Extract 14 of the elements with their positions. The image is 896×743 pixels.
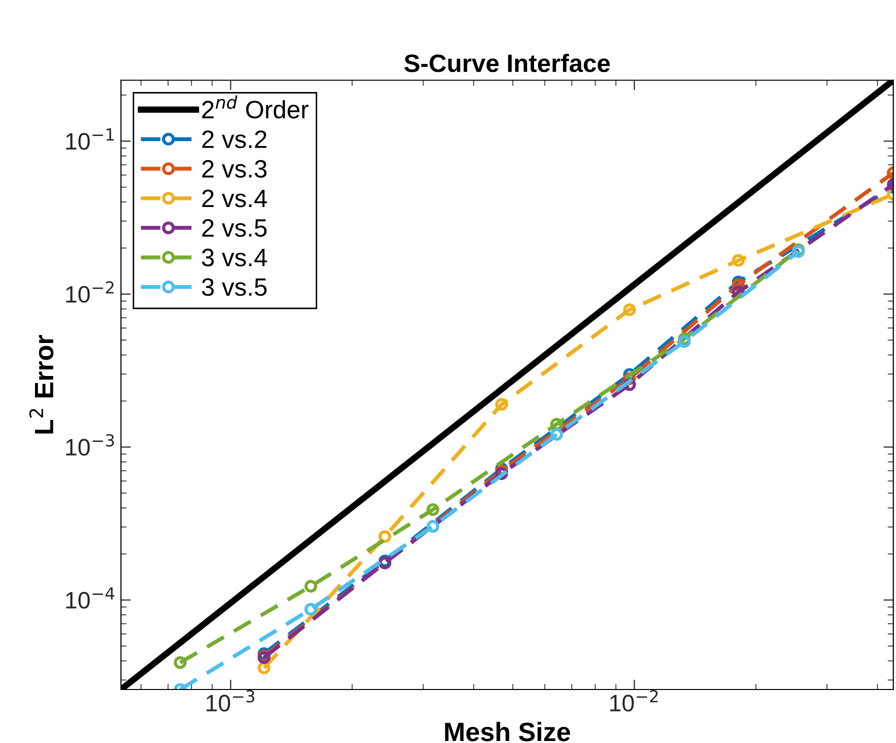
- legend-label: 3 vs.5: [202, 278, 267, 296]
- legend-label: 2 vs.5: [202, 219, 267, 237]
- legend-label: 2 vs.4: [202, 190, 267, 208]
- y-tick-label: 10$^{−4}$: [66, 587, 114, 609]
- legend-label: 2$^{nd}$ Order: [202, 95, 308, 118]
- y-tick-label: 10$^{−2}$: [66, 281, 114, 303]
- y-tick-label: 10$^{−1}$: [66, 128, 114, 150]
- chart-title: S-Curve Interface: [404, 54, 610, 72]
- legend-label: 2 vs.3: [202, 160, 267, 178]
- x-axis-title: Mesh Size: [445, 722, 570, 742]
- y-axis-title: L$^{2}$ Error: [29, 334, 54, 434]
- legend-label: 2 vs.2: [202, 130, 266, 148]
- legend-label: 3 vs.4: [202, 248, 267, 266]
- y-tick-label: 10$^{−3}$: [66, 434, 114, 456]
